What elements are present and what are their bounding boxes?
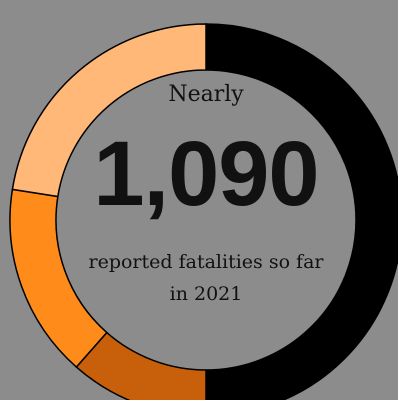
center-caption-line1: reported fatalities so far: [88, 251, 324, 273]
center-main-value: 1,090: [93, 123, 319, 225]
center-prefix-text: Nearly: [168, 82, 244, 107]
donut-slice-4: [11, 23, 207, 198]
center-caption-line2: in 2021: [169, 283, 243, 305]
donut-slice-1: [205, 23, 398, 400]
